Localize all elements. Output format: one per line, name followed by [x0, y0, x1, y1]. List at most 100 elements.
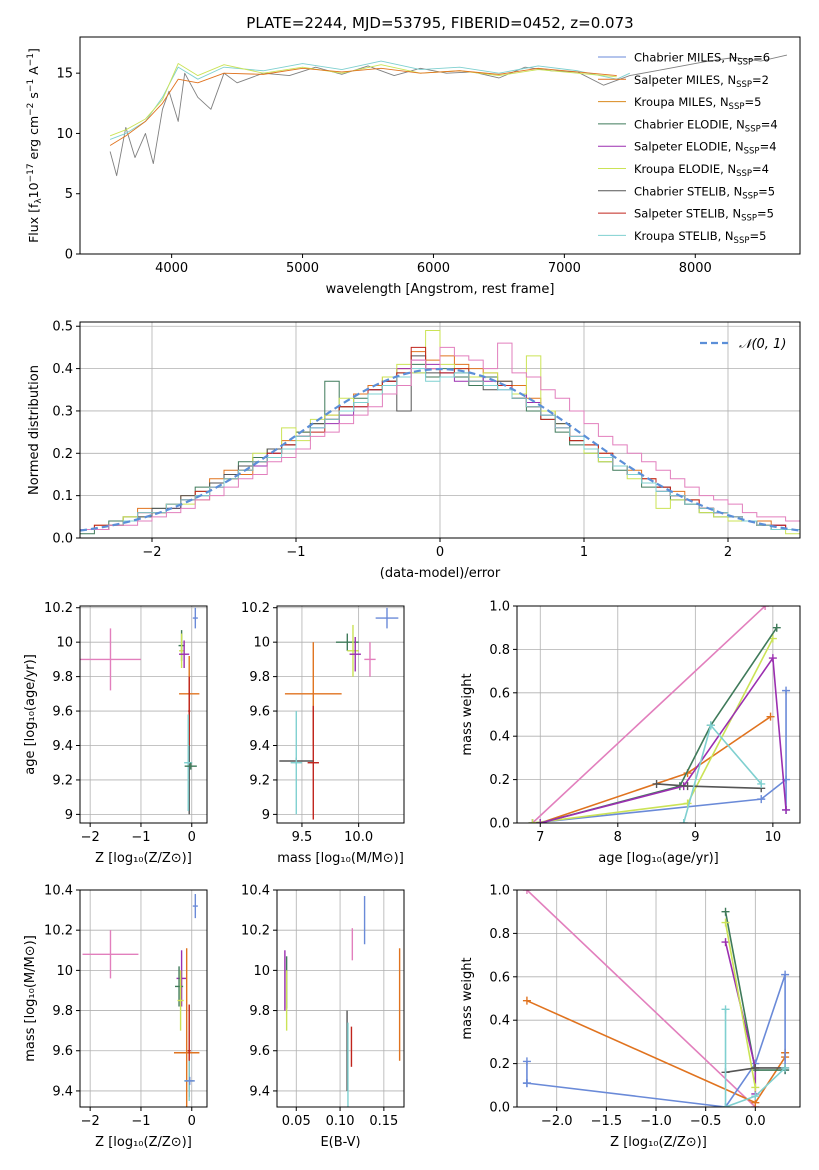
axes-frame: [516, 889, 801, 1108]
plot-area: [284, 896, 401, 1107]
legend-label-text: Salpeter STELIB, N: [634, 207, 741, 221]
x-tick-label: −1: [131, 830, 150, 845]
legend-label-sub: SSP: [737, 58, 753, 68]
y-tick-label: 0.1: [52, 489, 73, 504]
y-tick-label: 9.6: [249, 705, 270, 720]
legend-label-suffix: =6: [753, 51, 770, 65]
data-point: [781, 1063, 790, 1072]
legend-label-suffix: =4: [760, 140, 777, 154]
legend-label-text: Chabrier STELIB, N: [634, 184, 742, 198]
series-line: [724, 1009, 786, 1107]
legend-label: Salpeter STELIB, NSSP=5: [634, 207, 774, 224]
data-point: [768, 654, 777, 663]
x-tick-label: −1: [286, 545, 305, 560]
plot-area: [522, 890, 790, 1107]
histogram-series: [80, 342, 800, 538]
y-tick-label: 10.2: [44, 924, 73, 939]
legend-label: Chabrier STELIB, NSSP=5: [634, 184, 775, 201]
series-line: [109, 67, 617, 146]
series-line: [540, 627, 778, 823]
x-axis-label: wavelength [Angstrom, rest frame]: [326, 282, 555, 297]
y-tick-label: 0.4: [489, 730, 510, 745]
x-tick-label: −1.5: [591, 1114, 623, 1129]
y-axis-label: mass weight: [460, 957, 475, 1039]
series-line: [532, 689, 787, 823]
y-tick-label: 0.0: [52, 532, 73, 547]
y-tick-label: 9.8: [249, 670, 270, 685]
y-axis-label-part: 10: [26, 182, 41, 198]
legend-label-text: Kroupa STELIB, N: [634, 229, 734, 243]
y-tick-label: 0.6: [489, 970, 510, 985]
x-tick-label: 9: [691, 830, 699, 845]
y-axis-label: age [log₁₀(age/yr)]: [23, 654, 38, 775]
legend-label: 𝒩(0, 1): [739, 337, 786, 352]
legend-label-text: Chabrier ELODIE, N: [634, 117, 745, 131]
series-line: [109, 63, 617, 137]
data-point: [522, 1079, 531, 1088]
legend-label-suffix: =2: [752, 73, 769, 87]
legend-label-text: Salpeter ELODIE, N: [634, 140, 744, 154]
x-axis-label: Z [log₁₀(Z/Z⊙)]: [610, 1135, 707, 1150]
x-tick-label: 0: [188, 1114, 196, 1129]
data-point: [757, 779, 766, 788]
y-tick-label: 0: [65, 248, 73, 263]
data-point: [721, 1005, 730, 1014]
x-tick-label: 9.5: [292, 830, 313, 845]
plot-area: [82, 894, 200, 1107]
y-tick-label: 10: [56, 127, 73, 142]
plot-area: [80, 607, 200, 815]
series-line: [540, 657, 787, 823]
y-tick-label: 9.4: [52, 1084, 73, 1099]
y-tick-label: 10.4: [44, 884, 73, 899]
y-tick-label: 9.4: [249, 1084, 270, 1099]
chart-mass-weight-vs-age: 7 8 9 10 0.0 0.2 0.4 0.6 0.8 1.0 age [log₁₀(age/yr…: [460, 600, 801, 866]
legend-label: Salpeter MILES, NSSP=2: [634, 73, 769, 90]
axes-frame: [79, 36, 801, 255]
y-axis-label: mass [log₁₀(M/M⊙)]: [23, 935, 38, 1062]
series-line: [532, 638, 774, 823]
chart-spectrum: 4000 5000 6000 7000 8000 0 5 10 15 wavelength [An…: [26, 36, 801, 297]
legend-label-sub: SSP: [745, 124, 761, 134]
x-axis-label: (data-model)/error: [380, 566, 501, 581]
x-axis-label: Z [log₁₀(Z/Z⊙)]: [95, 851, 192, 866]
series-line: [109, 54, 788, 177]
data-point: [766, 712, 775, 721]
x-axis-label: age [log₁₀(age/yr)]: [598, 851, 719, 866]
legend-label-suffix: =4: [752, 162, 769, 176]
y-axis-label-part: λ: [34, 198, 44, 204]
data-point: [536, 819, 545, 823]
axes-frame: [79, 889, 208, 1108]
normal-curve: [80, 367, 800, 532]
legend-label: Kroupa STELIB, NSSP=5: [634, 229, 766, 246]
y-tick-label: 1.0: [489, 600, 510, 615]
x-tick-label: 0.0: [745, 1114, 766, 1129]
legend-label-sub: SSP: [736, 80, 752, 90]
y-tick-label: 10: [56, 964, 73, 979]
y-tick-label: 10: [253, 964, 270, 979]
legend-label-text: Chabrier MILES, N: [634, 51, 737, 65]
legend-label-sub: SSP: [729, 102, 745, 112]
y-axis-label: mass weight: [460, 673, 475, 755]
x-axis-label: E(B-V): [320, 1135, 360, 1150]
legend-label-text: Kroupa MILES, N: [634, 95, 729, 109]
y-tick-label: 9: [262, 808, 270, 823]
y-axis-label: Flux [fλ10−17 erg cm−2 s−1 A−1]: [26, 48, 44, 243]
data-point: [751, 1063, 760, 1072]
legend-label: Chabrier ELODIE, NSSP=4: [634, 117, 778, 134]
legend-label-sub: SSP: [734, 236, 750, 246]
legend-label-suffix: =4: [761, 117, 778, 131]
data-point: [772, 623, 781, 632]
data-point: [522, 996, 531, 1005]
x-tick-label: −1: [131, 1114, 150, 1129]
y-axis-label-part: −1: [26, 53, 36, 66]
x-tick-label: 8000: [679, 261, 712, 276]
x-tick-label: 6000: [417, 261, 450, 276]
y-axis-label-part: −17: [26, 163, 36, 182]
data-point: [721, 918, 730, 927]
data-point: [706, 721, 715, 730]
y-tick-label: 0.4: [489, 1014, 510, 1029]
x-tick-label: 1: [580, 545, 588, 560]
chart-age-vs-Z: −2 −1 0 9 9.2 9.4 9.6 9.8 10 10.2 Z [log₁₀(Z/Z⊙)] a…: [23, 601, 208, 866]
chart-mass-vs-Z: −2 −1 0 9.4 9.6 9.8 10 10.2 10.4 Z [log₁₀(Z/Z⊙)] m…: [23, 884, 208, 1150]
